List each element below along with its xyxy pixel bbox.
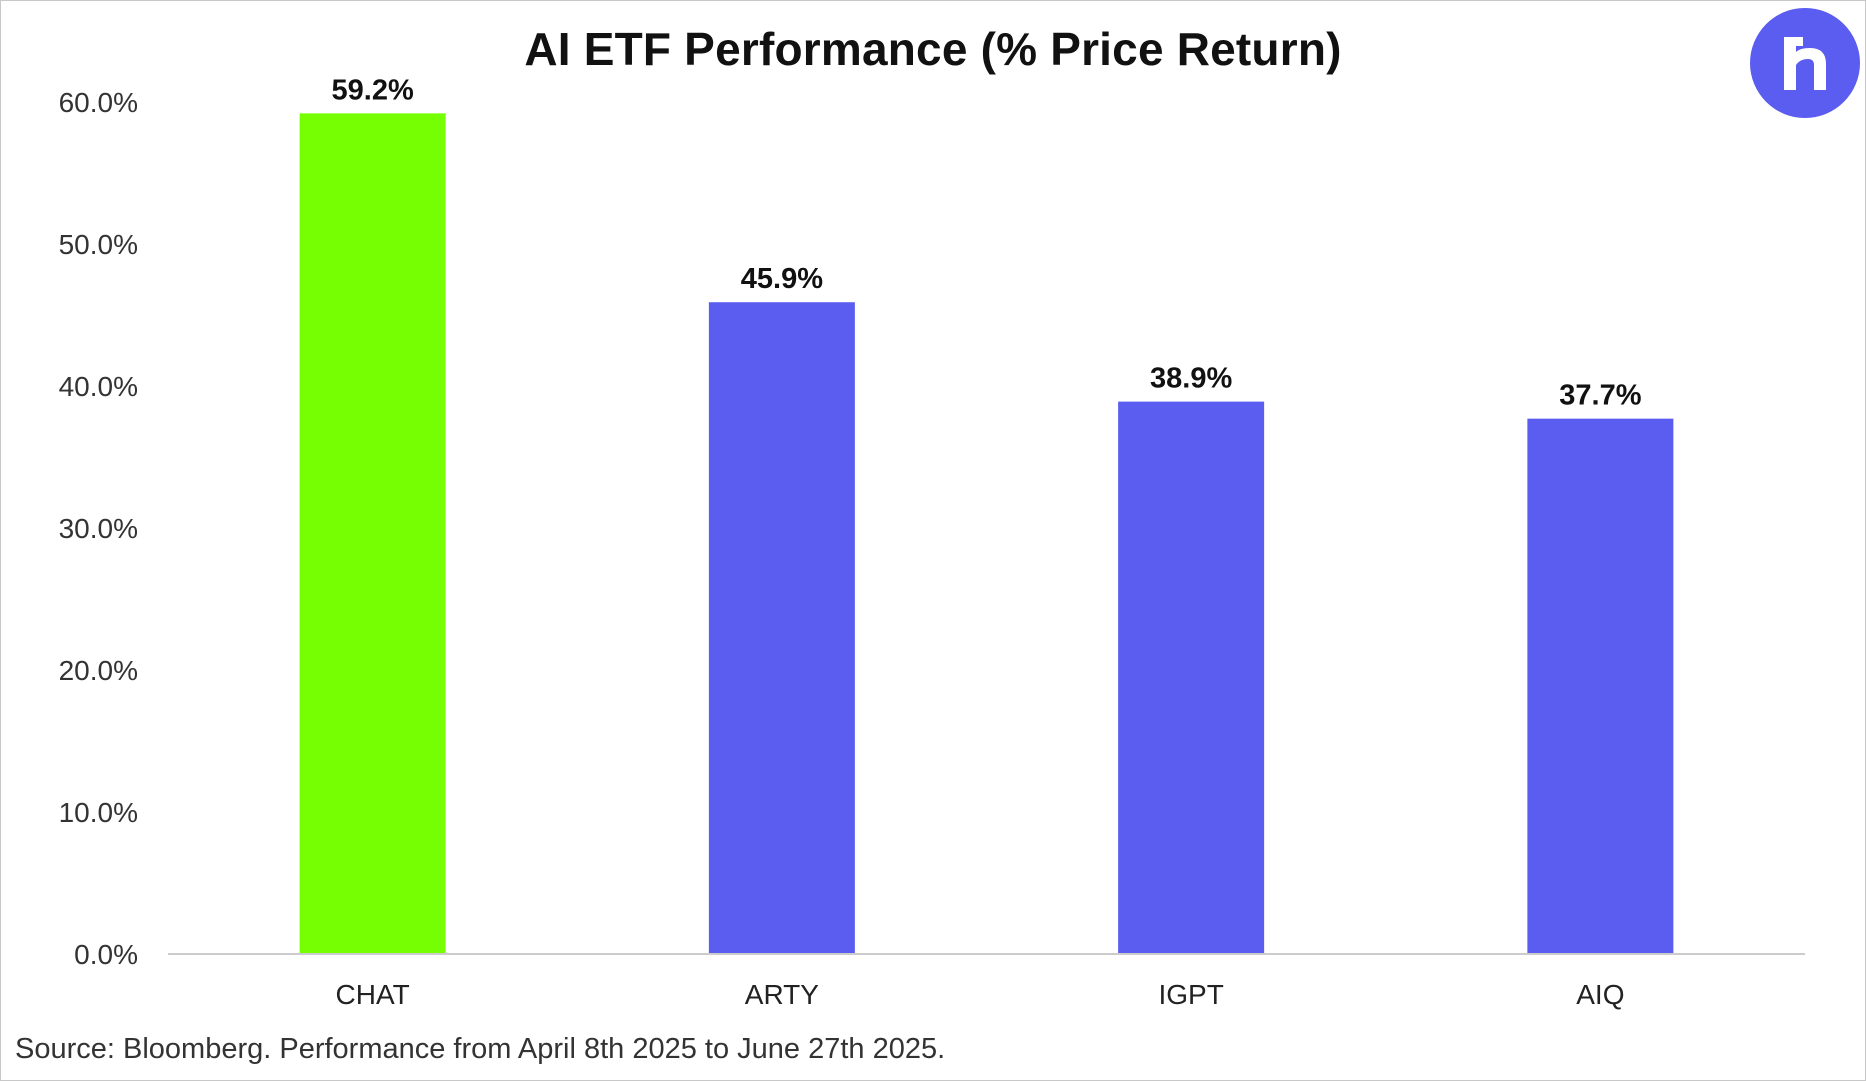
x-tick-label: IGPT: [1158, 979, 1223, 1010]
bar-chat: [299, 113, 446, 955]
data-label: 38.9%: [1150, 363, 1232, 395]
x-tick-label: ARTY: [745, 979, 819, 1010]
y-axis: 0.0% 10.0% 20.0% 30.0% 40.0% 50.0% 60.0%: [59, 87, 138, 970]
data-label: 45.9%: [741, 263, 823, 295]
bars: [299, 113, 1674, 955]
y-tick-label: 30.0%: [59, 513, 138, 544]
data-label: 37.7%: [1559, 380, 1641, 412]
y-tick-label: 0.0%: [74, 939, 138, 970]
data-label: 59.2%: [332, 74, 414, 106]
y-tick-label: 40.0%: [59, 371, 138, 402]
y-tick-label: 60.0%: [59, 87, 138, 118]
bar-aiq: [1527, 418, 1674, 954]
bar-labels: 59.2% 45.9% 38.9% 37.7%: [332, 74, 1642, 411]
chart-title: AI ETF Performance (% Price Return): [524, 23, 1342, 75]
x-tick-label: AIQ: [1576, 979, 1624, 1010]
y-tick-label: 50.0%: [59, 229, 138, 260]
y-tick-label: 20.0%: [59, 655, 138, 686]
x-axis: CHAT ARTY IGPT AIQ: [168, 953, 1805, 1010]
x-tick-label: CHAT: [336, 979, 410, 1010]
brand-logo-icon: [1750, 8, 1860, 118]
y-tick-label: 10.0%: [59, 797, 138, 828]
bar-igpt: [1118, 401, 1265, 954]
source-note: Source: Bloomberg. Performance from Apri…: [15, 1033, 946, 1065]
bar-arty: [708, 302, 855, 955]
